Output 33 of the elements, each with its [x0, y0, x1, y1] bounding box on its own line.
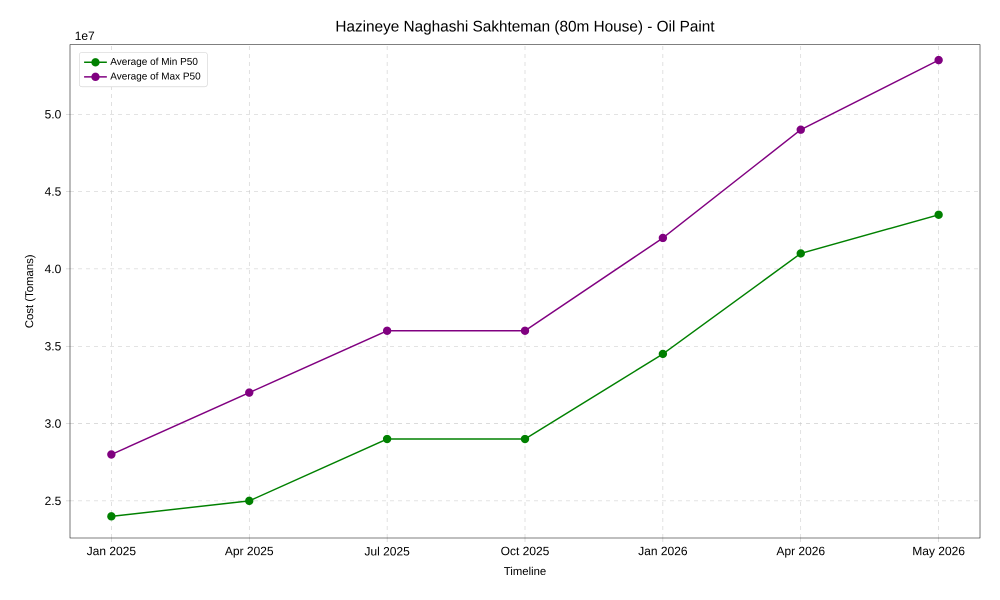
y-tick-label: 3.5 [45, 342, 61, 350]
point [382, 434, 392, 444]
x-tick-label: Jan 2026 [638, 546, 688, 556]
y-tick-label: 4.0 [44, 264, 61, 274]
point [245, 388, 254, 397]
y-tick-label: 4.5 [44, 187, 61, 196]
x-tick-label: Apr 2025 [224, 546, 274, 558]
point [796, 249, 805, 258]
point [658, 234, 668, 242]
point [382, 326, 392, 335]
point [796, 126, 805, 134]
text: 1e7 [76, 32, 94, 40]
legend-label: Average of Min P50 [110, 58, 198, 67]
y-tick-label: 2.5 [45, 496, 61, 506]
point [520, 326, 530, 335]
point [934, 210, 943, 219]
point [245, 496, 254, 506]
y-tick-label: 5.0 [45, 110, 61, 119]
y-axis-title: Cost (Tomans) [24, 255, 36, 328]
x-tick-label: Jan 2025 [86, 546, 136, 556]
point [934, 56, 943, 64]
point [107, 512, 116, 521]
x-tick-label: May 2026 [913, 546, 964, 558]
x-tick-label: Oct 2025 [501, 546, 549, 556]
legend-label: Average of Max P50 [110, 72, 200, 82]
y-tick-label: 3.0 [45, 419, 61, 428]
chart-title: Hazineye Naghashi Sakhteman (80m House) - Oil Paint [336, 20, 714, 35]
point [658, 350, 668, 358]
x-axis-title: Timeline [504, 566, 546, 576]
point [107, 450, 116, 459]
x-tick-label: Jul 2025 [364, 546, 410, 556]
x-tick-label: Apr 2026 [776, 546, 825, 558]
point [520, 434, 530, 444]
